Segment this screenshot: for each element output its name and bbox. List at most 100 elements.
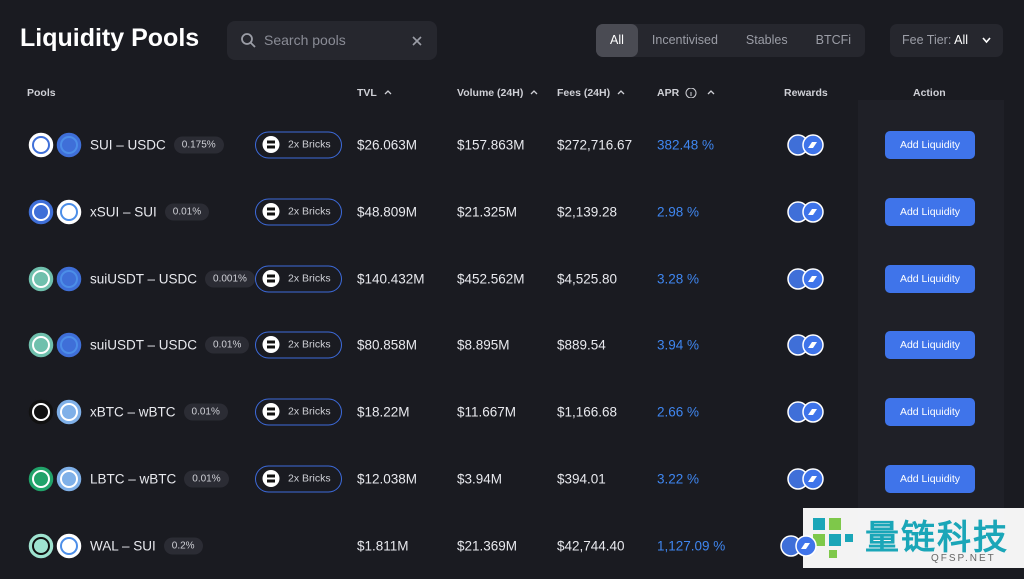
- fee-tier-label: Fee Tier:: [902, 33, 952, 47]
- volume: $11.667M: [457, 404, 517, 420]
- bricks-badge: 2x Bricks: [255, 265, 342, 293]
- tvl: $18.22M: [357, 404, 410, 420]
- sort-icon[interactable]: [529, 88, 541, 98]
- search-icon: [241, 33, 256, 48]
- volume: $452.562M: [457, 271, 525, 287]
- tvl: $12.038M: [357, 471, 418, 487]
- sort-icon[interactable]: [616, 88, 628, 98]
- token-icon: [27, 532, 55, 560]
- token-icon: [55, 331, 83, 360]
- token-icon: [55, 465, 83, 493]
- fee-tier: 0.01%: [205, 336, 250, 354]
- column-header: Pools: [27, 87, 56, 99]
- bricks-icon: [262, 403, 280, 421]
- token-icon: [55, 264, 83, 293]
- add-liquidity-button[interactable]: Add Liquidity: [885, 264, 975, 293]
- reward-icons: [780, 535, 817, 557]
- bricks-badge: 2x Bricks: [255, 465, 342, 493]
- fees: $42,744.40: [557, 538, 625, 554]
- bricks-badge: 2x Bricks: [255, 331, 342, 359]
- filter-tab[interactable]: All: [596, 24, 638, 57]
- pool-row: xSUI – SUI 0.01% 2x Bricks $48.809M $21.325M…: [0, 179, 1024, 245]
- filter-tab[interactable]: Incentivised: [651, 33, 718, 47]
- column-header: Rewards: [784, 87, 828, 99]
- pool-row: suiUSDT – USDC 0.001% 2x Bricks $140.432M $4…: [0, 246, 1024, 312]
- pool-row: xBTC – wBTC 0.01% 2x Bricks $18.22M $11.667M…: [0, 379, 1024, 445]
- volume: $157.863M: [457, 137, 525, 153]
- column-header: APR: [657, 87, 715, 99]
- fees: $1,166.68: [557, 404, 618, 420]
- pool-name: suiUSDT – USDC: [90, 337, 198, 353]
- sort-icon[interactable]: [685, 88, 719, 98]
- column-header: TVL: [357, 87, 392, 99]
- watermark: 量链科技 QFSP.NET: [803, 508, 1024, 568]
- sort-icon[interactable]: [383, 88, 395, 98]
- token-icon: [55, 532, 83, 560]
- fees: $889.54: [557, 337, 606, 353]
- pool-name: SUI – USDC: [90, 137, 166, 153]
- bricks-icon: [262, 336, 280, 354]
- filter-tabs: All Incentivised Stables BTCFi: [596, 24, 866, 57]
- token-icon: [27, 398, 55, 426]
- search-placeholder: Search pools: [264, 32, 346, 48]
- apr: 2.98 %: [657, 204, 700, 220]
- apr: 382.48 %: [657, 137, 715, 153]
- fee-tier-value: All: [954, 33, 969, 47]
- fees: $272,716.67: [557, 137, 633, 153]
- add-liquidity-button[interactable]: Add Liquidity: [885, 131, 975, 159]
- pool-row: suiUSDT – USDC 0.01% 2x Bricks $80.858M $8.8…: [0, 312, 1024, 378]
- apr: 2.66 %: [657, 404, 700, 420]
- watermark-logo: [813, 518, 853, 558]
- column-header: Action: [913, 87, 946, 99]
- fee-tier-dropdown[interactable]: Fee Tier: All: [890, 24, 1003, 57]
- fee-tier: 0.175%: [173, 136, 224, 154]
- volume: $21.325M: [457, 204, 518, 220]
- search-box[interactable]: Search pools: [227, 21, 437, 60]
- reward-icons: [787, 201, 824, 223]
- reward-icons: [787, 134, 824, 156]
- fees: $394.01: [557, 471, 606, 487]
- fee-tier: 0.01%: [184, 470, 229, 488]
- reward-icons: [787, 401, 824, 423]
- reward-icons: [787, 468, 824, 490]
- tvl: $48.809M: [357, 204, 418, 220]
- volume: $3.94M: [457, 471, 503, 487]
- bricks-icon: [262, 202, 280, 220]
- apr: 3.28 %: [657, 271, 700, 287]
- pool-name: xBTC – wBTC: [90, 404, 176, 420]
- token-icon: [55, 131, 83, 159]
- clear-icon[interactable]: [412, 36, 422, 46]
- tvl: $1.811M: [357, 538, 409, 554]
- apr: 3.94 %: [657, 337, 700, 353]
- add-liquidity-button[interactable]: Add Liquidity: [885, 398, 975, 427]
- add-liquidity-button[interactable]: Add Liquidity: [885, 331, 975, 360]
- apr: 1,127.09 %: [657, 538, 726, 554]
- add-liquidity-button[interactable]: Add Liquidity: [885, 465, 975, 493]
- fee-tier: 0.01%: [183, 403, 228, 421]
- add-liquidity-button[interactable]: Add Liquidity: [885, 197, 975, 226]
- bricks-badge: 2x Bricks: [255, 131, 342, 159]
- pool-name: suiUSDT – USDC: [90, 271, 198, 287]
- pool-row: SUI – USDC 0.175% 2x Bricks $26.063M $157.86…: [0, 112, 1024, 178]
- fee-tier: 0.01%: [164, 203, 210, 221]
- tvl: $140.432M: [357, 271, 425, 287]
- pool-name: LBTC – wBTC: [90, 471, 177, 487]
- tvl: $26.063M: [357, 137, 418, 153]
- bricks-badge: 2x Bricks: [255, 198, 342, 226]
- volume: $21.369M: [457, 538, 518, 554]
- filter-tab[interactable]: Stables: [745, 33, 788, 47]
- pool-name: WAL – SUI: [90, 538, 156, 554]
- pool-row: LBTC – wBTC 0.01% 2x Bricks $12.038M $3.94M $…: [0, 446, 1024, 512]
- fee-tier: 0.2%: [163, 537, 203, 555]
- pool-name: xSUI – SUI: [90, 204, 157, 220]
- volume: $8.895M: [457, 337, 510, 353]
- pool-row: WAL – SUI 0.2% $1.811M $21.369M $42,744.40 1,…: [0, 513, 1024, 579]
- token-icon: [27, 131, 55, 159]
- filter-tab[interactable]: BTCFi: [815, 33, 852, 47]
- token-icon: [27, 331, 55, 360]
- bricks-icon: [262, 470, 280, 487]
- fee-tier: 0.001%: [205, 270, 255, 288]
- page-title: Liquidity Pools: [20, 24, 200, 52]
- bricks-icon: [262, 136, 280, 153]
